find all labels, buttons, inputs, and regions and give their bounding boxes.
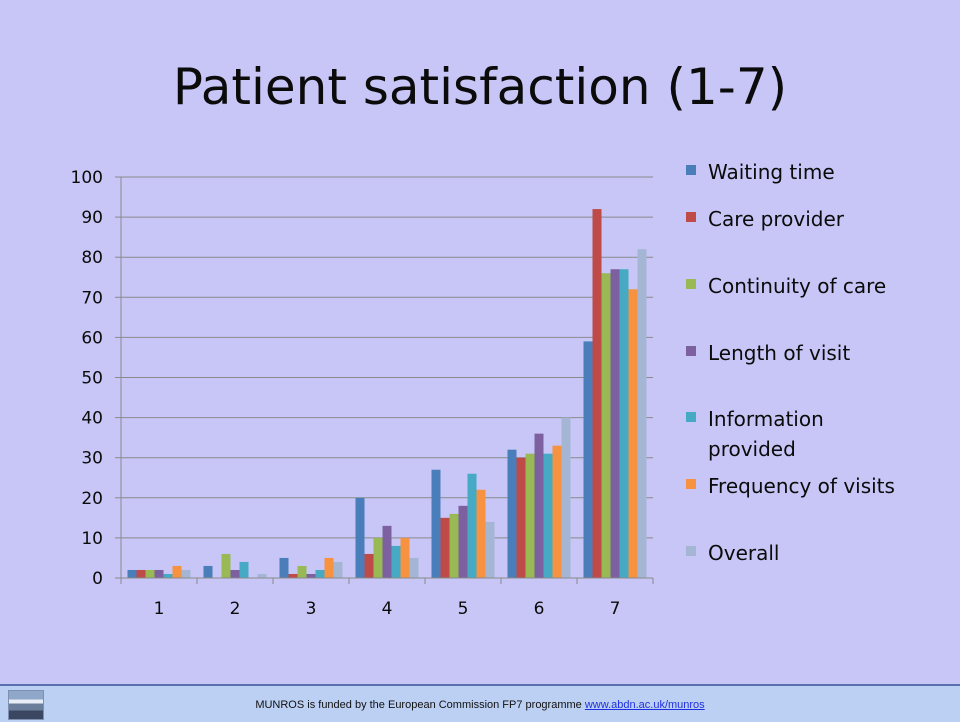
bar-frequency-of-visits-1 <box>172 565 182 578</box>
bar-length-of-visit-3 <box>306 573 316 578</box>
legend-item-overall: Overall <box>686 538 908 568</box>
bar-overall-4 <box>409 557 419 578</box>
bar-information-provided-6 <box>543 453 553 578</box>
legend-swatch <box>686 165 696 175</box>
bar-continuity-of-care-3 <box>297 565 307 578</box>
x-tick-label: 2 <box>230 599 241 619</box>
bar-continuity-of-care-4 <box>373 537 383 578</box>
bar-waiting-time-1 <box>127 569 137 578</box>
footer-bar: MUNROS is funded by the European Commiss… <box>0 684 960 722</box>
legend-item-frequency-of-visits: Frequency of visits <box>686 471 908 501</box>
y-tick-label: 0 <box>92 569 103 589</box>
bar-continuity-of-care-1 <box>145 569 155 578</box>
footer-funding-text: MUNROS is funded by the European Commiss… <box>255 699 585 711</box>
bar-frequency-of-visits-7 <box>628 289 638 578</box>
bar-overall-3 <box>333 561 343 578</box>
y-tick-label: 100 <box>71 168 103 188</box>
bar-length-of-visit-2 <box>230 569 240 578</box>
legend-swatch <box>686 279 696 289</box>
legend-swatch <box>686 412 696 422</box>
bar-waiting-time-7 <box>583 341 593 578</box>
chart-legend: Waiting time Care provider Continuity of c… <box>686 0 956 600</box>
x-tick-label: 1 <box>154 599 165 619</box>
y-tick-label: 10 <box>81 529 103 549</box>
y-tick-label: 80 <box>81 248 103 268</box>
legend-item-waiting-time: Waiting time <box>686 157 908 187</box>
bar-frequency-of-visits-4 <box>400 537 410 578</box>
legend-swatch <box>686 546 696 556</box>
bar-care-provider-1 <box>136 569 146 578</box>
x-axis: 1 2 3 4 5 6 7 <box>120 177 654 619</box>
bar-overall-7 <box>637 249 647 578</box>
legend-swatch <box>686 346 696 356</box>
bar-continuity-of-care-6 <box>525 453 535 578</box>
bar-waiting-time-6 <box>507 449 517 578</box>
legend-swatch <box>686 479 696 489</box>
bar-overall-6 <box>561 417 571 578</box>
bars <box>127 209 647 578</box>
bar-length-of-visit-1 <box>154 569 164 578</box>
x-tick-label: 3 <box>306 599 317 619</box>
x-tick-label: 6 <box>534 599 545 619</box>
bar-information-provided-4 <box>391 545 401 578</box>
y-axis-ticks: 0 10 20 30 40 50 60 70 80 90 100 <box>71 168 121 589</box>
y-tick-label: 20 <box>81 489 103 509</box>
legend-label: Length of visit <box>708 341 851 365</box>
footer-link[interactable]: www.abdn.ac.uk/munros <box>584 699 705 711</box>
bar-waiting-time-3 <box>279 557 289 578</box>
bar-frequency-of-visits-3 <box>324 557 334 578</box>
y-tick-label: 60 <box>81 328 103 348</box>
x-tick-label: 5 <box>458 599 469 619</box>
bar-overall-2 <box>257 573 267 578</box>
bar-care-provider-5 <box>440 517 450 578</box>
x-tick-label: 7 <box>610 599 621 619</box>
footer-text: MUNROS is funded by the European Commiss… <box>0 699 960 711</box>
bar-information-provided-3 <box>315 569 325 578</box>
bar-length-of-visit-4 <box>382 525 392 578</box>
legend-label: Frequency of visits <box>708 474 895 498</box>
legend-item-continuity-of-care: Continuity of care <box>686 271 908 301</box>
y-tick-label: 40 <box>81 409 103 429</box>
gridlines <box>121 176 653 579</box>
bar-continuity-of-care-5 <box>449 513 459 578</box>
bar-waiting-time-5 <box>431 469 441 578</box>
bar-waiting-time-2 <box>203 565 213 578</box>
bar-overall-5 <box>485 521 495 578</box>
bar-information-provided-1 <box>163 573 173 578</box>
bar-care-provider-4 <box>364 553 374 578</box>
legend-item-length-of-visit: Length of visit <box>686 338 908 368</box>
x-tick-label: 4 <box>382 599 393 619</box>
bar-frequency-of-visits-6 <box>552 445 562 578</box>
bar-length-of-visit-7 <box>610 269 620 578</box>
bar-care-provider-6 <box>516 457 526 578</box>
legend-label: Waiting time <box>708 160 835 184</box>
bar-overall-1 <box>181 569 191 578</box>
y-tick-label: 70 <box>81 288 103 308</box>
y-tick-label: 90 <box>81 208 103 228</box>
legend-label: Care provider <box>708 207 844 231</box>
y-tick-label: 50 <box>81 369 103 389</box>
bar-length-of-visit-5 <box>458 505 468 578</box>
bar-chart: 0 10 20 30 40 50 60 70 80 90 100 1 2 3 4 5 6 7 <box>71 168 654 619</box>
legend-label: Information provided <box>708 407 824 461</box>
legend-item-information-provided: Information provided <box>686 404 908 464</box>
legend-item-care-provider: Care provider <box>686 204 908 234</box>
bar-waiting-time-4 <box>355 497 365 578</box>
bar-care-provider-3 <box>288 573 298 578</box>
bar-information-provided-2 <box>239 561 249 578</box>
bar-information-provided-7 <box>619 269 629 578</box>
bar-continuity-of-care-2 <box>221 553 231 578</box>
bar-care-provider-7 <box>592 209 602 578</box>
legend-label: Continuity of care <box>708 274 887 298</box>
bar-length-of-visit-6 <box>534 433 544 578</box>
bar-continuity-of-care-7 <box>601 273 611 578</box>
bar-frequency-of-visits-5 <box>476 489 486 578</box>
y-tick-label: 30 <box>81 449 103 469</box>
legend-swatch <box>686 212 696 222</box>
legend-label: Overall <box>708 541 780 565</box>
slide-title: Patient satisfaction (1-7) <box>172 58 788 116</box>
bar-information-provided-5 <box>467 473 477 578</box>
